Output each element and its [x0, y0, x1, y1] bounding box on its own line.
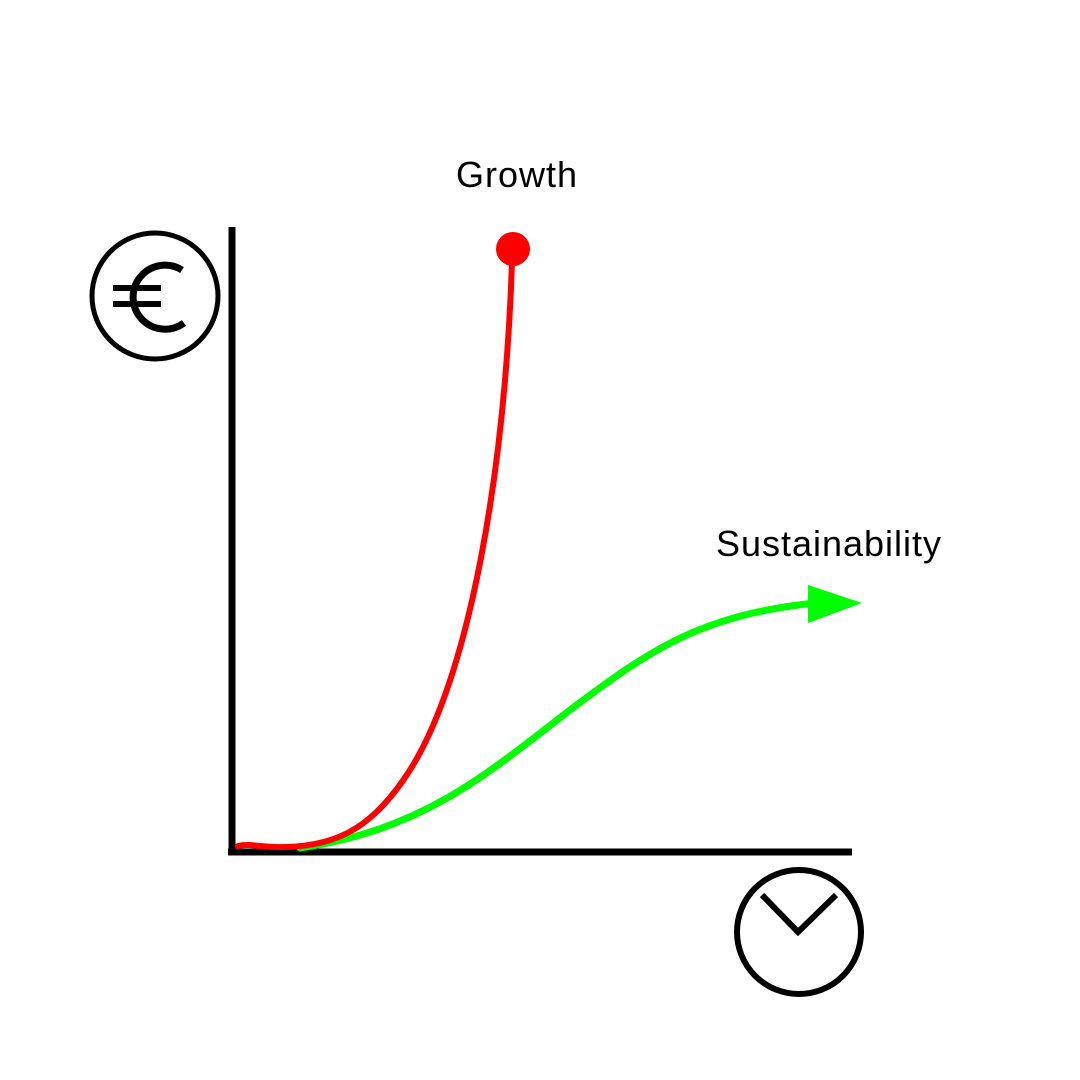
euro-icon	[89, 230, 221, 362]
sustainability-arrow	[808, 585, 862, 623]
growth-end-dot	[496, 232, 530, 266]
growth-label: Growth	[456, 154, 578, 195]
sustainability-curve	[296, 599, 819, 852]
sustainability-label: Sustainability	[716, 523, 942, 564]
clock-icon	[734, 867, 864, 997]
growth-curve	[235, 259, 515, 851]
